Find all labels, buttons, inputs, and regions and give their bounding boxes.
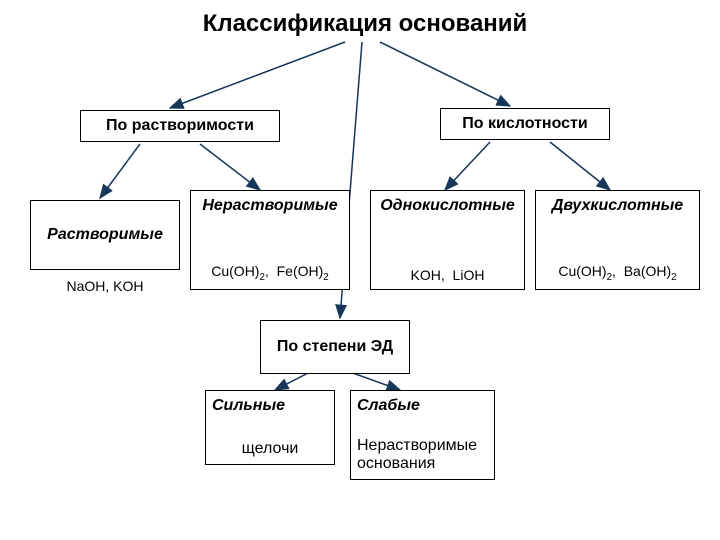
node-soluble-label: Растворимые (47, 226, 163, 244)
node-insoluble-examples: Cu(OH)2, Fe(OH)2 (211, 263, 328, 283)
node-weak-label: Слабые (357, 397, 420, 415)
node-mono-label: Однокислотные (380, 197, 515, 215)
node-soluble-examples: NaOH, KOH (30, 278, 180, 300)
category-by-ed: По степени ЭД (260, 320, 410, 374)
node-soluble: Растворимые (30, 200, 180, 270)
diagram-stage: Классификация оснований По растворимости… (0, 0, 720, 540)
node-di-examples: Cu(OH)2, Ba(OH)2 (558, 263, 676, 283)
diagram-title: Классификация оснований (175, 10, 555, 40)
node-weak: Слабые Нерастворимые основания (350, 390, 495, 480)
node-strong-label: Сильные (212, 397, 285, 415)
node-mono-acid: Однокислотные KOH, LiOH (370, 190, 525, 290)
category-by-solubility: По растворимости (80, 110, 280, 142)
node-insoluble-label: Нерастворимые (202, 197, 337, 215)
node-mono-examples: KOH, LiOH (411, 267, 485, 283)
node-insoluble: Нерастворимые Cu(OH)2, Fe(OH)2 (190, 190, 350, 290)
node-weak-desc: Нерастворимые основания (357, 437, 488, 473)
node-strong: Сильные щелочи (205, 390, 335, 465)
node-strong-desc: щелочи (242, 440, 299, 458)
category-by-acidity: По кислотности (440, 108, 610, 140)
node-di-acid: Двухкислотные Cu(OH)2, Ba(OH)2 (535, 190, 700, 290)
node-di-label: Двухкислотные (552, 197, 683, 215)
